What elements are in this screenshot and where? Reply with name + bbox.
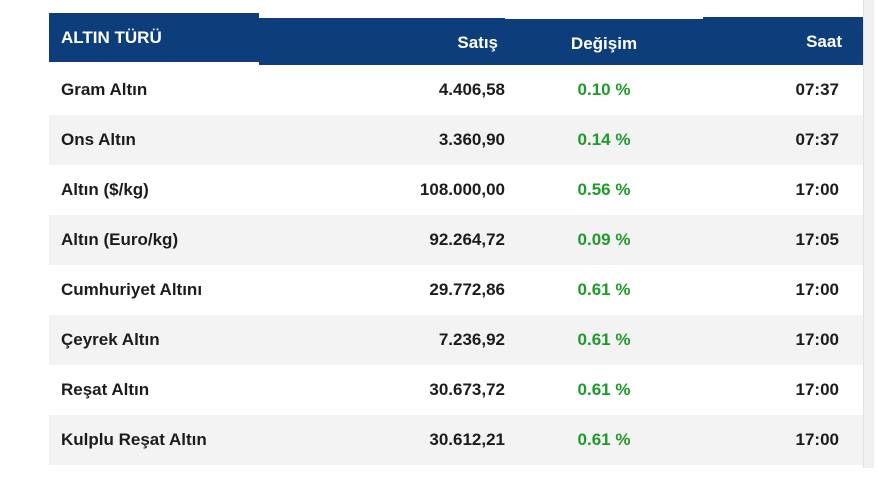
- update-time: 07:37: [795, 130, 839, 149]
- header-type[interactable]: ALTIN TÜRÜ: [61, 27, 162, 47]
- sell-price: 7.236,92: [438, 330, 505, 349]
- change-percent: 0.61 %: [577, 380, 631, 399]
- sell-price: 3.360,90: [438, 130, 505, 149]
- vertical-scrollbar[interactable]: [863, 0, 878, 481]
- gold-type-name: Kulplu Reşat Altın: [61, 430, 207, 449]
- gold-type-name: Gram Altın: [61, 80, 148, 99]
- change-percent: 0.61 %: [577, 430, 631, 449]
- sell-price: 4.406,58: [438, 80, 505, 99]
- gold-prices-table-container: ALTIN TÜRÜ Satış Değişim Saat Gram Altın…: [49, 16, 863, 465]
- sell-price: 30.612,21: [429, 430, 505, 449]
- header-change[interactable]: Değişim: [570, 33, 638, 53]
- table-body: Gram Altın 4.406,58 0.10 % 07:37 Ons Alt…: [49, 65, 863, 465]
- change-percent: 0.61 %: [577, 330, 631, 349]
- sell-price: 29.772,86: [429, 280, 505, 299]
- change-percent: 0.09 %: [577, 230, 631, 249]
- gold-type-name: Çeyrek Altın: [61, 330, 160, 349]
- gold-type-name: Ons Altın: [61, 130, 136, 149]
- header-sell[interactable]: Satış: [457, 32, 498, 52]
- gold-type-name: Altın (Euro/kg): [61, 230, 179, 249]
- table-row[interactable]: Altın ($/kg) 108.000,00 0.56 % 17:00: [49, 165, 863, 215]
- scrollbar-thumb[interactable]: [863, 0, 874, 468]
- gold-type-name: Reşat Altın: [61, 380, 150, 399]
- table-row[interactable]: Kulplu Reşat Altın 30.612,21 0.61 % 17:0…: [49, 415, 863, 465]
- update-time: 07:37: [795, 80, 839, 99]
- table-row[interactable]: Cumhuriyet Altını 29.772,86 0.61 % 17:00: [49, 265, 863, 315]
- sell-price: 108.000,00: [419, 180, 505, 199]
- change-percent: 0.56 %: [577, 180, 631, 199]
- gold-type-name: Cumhuriyet Altını: [61, 280, 203, 299]
- table-row[interactable]: Ons Altın 3.360,90 0.14 % 07:37: [49, 115, 863, 165]
- change-percent: 0.10 %: [577, 80, 631, 99]
- change-percent: 0.14 %: [577, 130, 631, 149]
- sell-price: 92.264,72: [429, 230, 505, 249]
- update-time: 17:00: [795, 180, 839, 199]
- update-time: 17:05: [795, 230, 839, 249]
- update-time: 17:00: [795, 430, 839, 449]
- table-row[interactable]: Reşat Altın 30.673,72 0.61 % 17:00: [49, 365, 863, 415]
- table-row[interactable]: Gram Altın 4.406,58 0.10 % 07:37: [49, 65, 863, 115]
- table-row[interactable]: Çeyrek Altın 7.236,92 0.61 % 17:00: [49, 315, 863, 365]
- table-row[interactable]: Altın (Euro/kg) 92.264,72 0.09 % 17:05: [49, 215, 863, 265]
- update-time: 17:00: [795, 280, 839, 299]
- update-time: 17:00: [795, 380, 839, 399]
- table-header: ALTIN TÜRÜ Satış Değişim Saat: [49, 16, 863, 65]
- header-time[interactable]: Saat: [806, 31, 842, 51]
- header-row: ALTIN TÜRÜ Satış Değişim Saat: [49, 16, 863, 65]
- change-percent: 0.61 %: [577, 280, 631, 299]
- update-time: 17:00: [795, 330, 839, 349]
- gold-prices-table: ALTIN TÜRÜ Satış Değişim Saat Gram Altın…: [49, 16, 863, 465]
- sell-price: 30.673,72: [429, 380, 505, 399]
- gold-type-name: Altın ($/kg): [61, 180, 149, 199]
